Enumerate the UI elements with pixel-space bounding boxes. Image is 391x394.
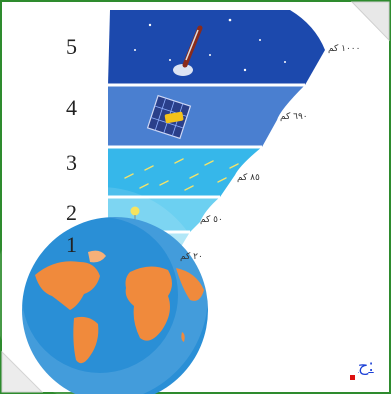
layer-number-4: 4 — [66, 95, 77, 120]
layer-number-2: 2 — [66, 200, 77, 225]
layer-number-3: 3 — [66, 150, 77, 175]
star-icons — [134, 18, 286, 72]
altitude-label-4: ٦٩٠ كم — [280, 112, 308, 122]
altitude-label-3: ٨٥ كم — [237, 173, 260, 183]
bullet-dot — [350, 375, 355, 380]
layer-4-band — [108, 85, 305, 147]
layer-number-5: 5 — [66, 34, 77, 59]
altitude-label-5: ١٠٠٠ كم — [328, 44, 361, 54]
layer-5-band — [108, 10, 325, 85]
satellite-icon — [146, 94, 192, 140]
rocket-icon — [173, 25, 203, 76]
meteor-icon — [124, 158, 239, 191]
corner-curl-top — [350, 1, 390, 42]
caption-link[interactable]: ح: — [358, 356, 374, 375]
altitude-label-2: ٥٠ كم — [200, 215, 223, 225]
corner-curl-bottom — [1, 350, 44, 393]
layer-number-1: 1 — [66, 232, 77, 257]
altitude-label-1: ٢٠ كم — [180, 252, 203, 262]
globe-icon — [0, 187, 208, 394]
